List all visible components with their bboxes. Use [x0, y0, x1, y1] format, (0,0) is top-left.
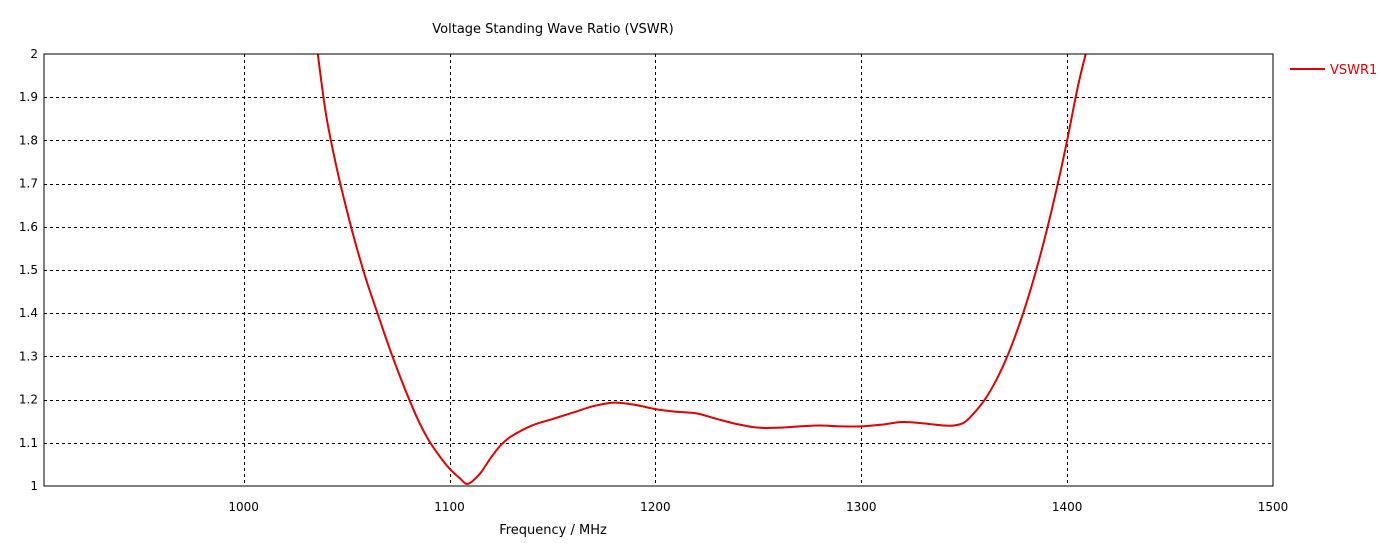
series-layer [316, 54, 1087, 485]
legend: VSWR1 [1290, 63, 1377, 78]
chart-title: Voltage Standing Wave Ratio (VSWR) [432, 22, 673, 37]
legend-label-vswr1: VSWR1 [1330, 63, 1377, 78]
series-line-vswr1 [316, 54, 1087, 485]
x-tick-label: 1200 [640, 500, 671, 514]
tick-labels: 1 1.1 1.2 1.3 1.4 1.5 1.6 1.7 1.8 1.9 2 1000 1100 120… [19, 47, 1288, 514]
y-tick-label: 1.6 [19, 220, 38, 234]
y-tick-label: 1.8 [19, 133, 38, 147]
x-tick-label: 1500 [1258, 500, 1289, 514]
x-tick-label: 1000 [228, 500, 259, 514]
y-tick-label: 1.3 [19, 349, 38, 363]
y-tick-label: 1.7 [19, 177, 38, 191]
y-tick-label: 1.1 [19, 436, 38, 450]
x-tick-label: 1300 [846, 500, 877, 514]
x-axis-label: Frequency / MHz [499, 523, 607, 538]
y-tick-label: 1.5 [19, 263, 38, 277]
x-tick-label: 1100 [434, 500, 465, 514]
plot-frame [43, 53, 1274, 487]
y-tick-label: 1.9 [19, 90, 38, 104]
y-tick-label: 1.4 [19, 306, 38, 320]
y-tick-label: 2 [30, 47, 38, 61]
y-tick-label: 1 [30, 479, 38, 493]
y-tick-label: 1.2 [19, 393, 38, 407]
x-tick-label: 1400 [1052, 500, 1083, 514]
grid-lines [44, 54, 1273, 486]
